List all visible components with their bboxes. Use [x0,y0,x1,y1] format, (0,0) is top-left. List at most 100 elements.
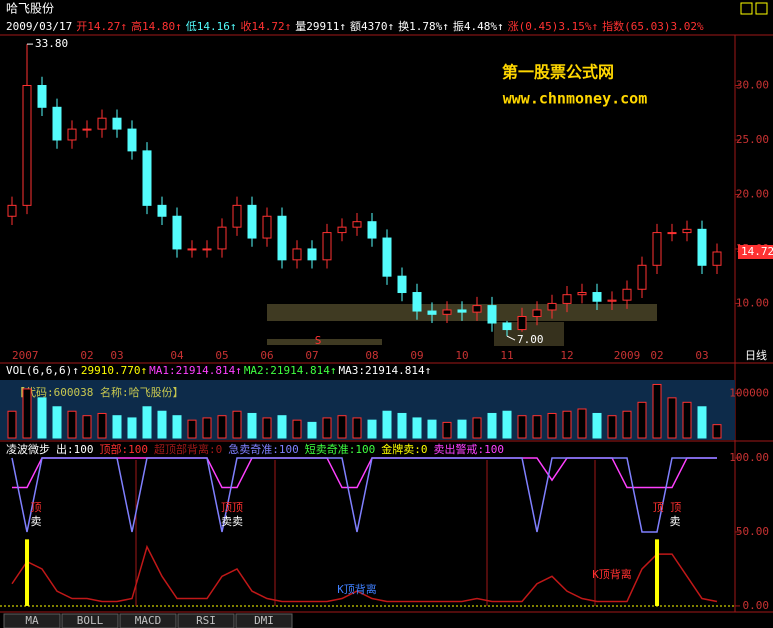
y-tick-label: 30.00 [736,79,769,92]
tab[interactable] [177,613,235,628]
volume-bar [457,419,467,439]
volume-bar [337,415,347,439]
candle-body [142,150,152,206]
tab-label[interactable]: MA [25,614,39,627]
candle-body [502,322,512,331]
stock-caption: 【代码:600038 名称:哈飞股份】 [14,385,184,399]
x-tick-label: 02 [650,349,663,362]
signal-s: S [315,334,322,347]
info-item: 2009/03/17 [6,20,72,33]
stock-title: 哈飞股份 [6,2,54,16]
x-tick-label: 02 [80,349,93,362]
icon[interactable] [740,2,753,15]
candle-body [262,215,272,239]
candle-body [712,251,722,266]
info-item: 开14.27↑ [76,20,127,33]
volume-bar [97,412,107,439]
candle-body [157,204,167,217]
tab[interactable] [235,613,293,628]
candle-body [367,221,377,239]
candle-body [247,204,257,239]
watermark: www.chnmoney.com [503,90,648,108]
annotation: 卖卖 [221,515,243,528]
volume-bar [322,417,332,439]
volume-bar [622,410,632,439]
last-price-tag [738,244,773,259]
volume-bar [382,410,392,439]
annotation: 顶 [31,501,42,514]
volume-bar [37,397,47,439]
volume-bar [157,410,167,439]
annotation: K顶背离 [337,582,377,596]
legend-item: 出:100 [56,442,94,456]
tab[interactable] [3,613,61,628]
info-item: 收14.72↑ [240,19,291,33]
icon[interactable] [755,2,768,15]
volume-bar [637,401,647,439]
candle-body [37,85,47,108]
volume-bar [487,412,497,439]
tab-label[interactable]: BOLL [77,614,104,627]
legend-item: 短卖奇准:100 [305,442,376,456]
candle-body [232,204,242,228]
volume-bar [142,406,152,439]
info-item: 换1.78%↑ [398,19,449,33]
tab-label[interactable]: RSI [196,614,216,627]
annotation: 卖 [31,515,42,528]
legend-item: MA1:21914.814↑ [149,364,242,377]
candle-body [547,302,557,311]
info-item: 低14.16↑ [186,20,237,33]
candle-body [457,309,467,313]
candle-body [427,310,437,315]
candle-body [607,299,617,302]
candle-body [307,248,317,261]
candle-body [22,85,32,206]
volume-bar [172,415,182,439]
y-tick-label: 20.00 [736,187,769,200]
volume-bar [397,412,407,439]
candle-body [7,204,17,217]
legend-item: 凌波微步 [6,442,50,456]
tab[interactable] [61,613,119,628]
info-item: 指数(65.03)3.02% [602,19,704,33]
candle-body [487,305,497,324]
signal-bar [25,539,29,606]
volume-bar [427,419,437,439]
candle-body [652,232,662,266]
volume-bar [67,410,77,439]
candle-body [442,309,452,315]
candle-body [337,226,347,234]
annotation: 顶 顶 [653,501,682,514]
annotation: K顶背离 [592,567,632,581]
x-tick-label: 2009 [614,349,641,362]
volume-bar [667,397,677,439]
volume-bar [697,406,707,439]
candle-body [217,226,227,250]
period-label: 日线 [745,348,767,362]
volume-bar [682,401,692,439]
tab-label[interactable]: DMI [254,614,274,627]
y-tick-label: 0.00 [743,599,770,612]
candle-body [112,117,122,130]
candle-body [97,117,107,130]
x-tick-label: 03 [110,349,123,362]
x-tick-label: 04 [170,349,184,362]
candle-body [67,128,77,141]
legend-item: 金牌卖:0 [381,442,427,456]
candle-body [697,228,707,266]
candle-body [127,128,137,152]
tab[interactable] [119,613,177,628]
candle-body [577,292,587,296]
tab-label[interactable]: MACD [135,614,162,627]
x-tick-label: 08 [365,349,378,362]
last-price: 14.72 [741,245,773,258]
candle-body [52,106,62,141]
x-tick-label: 09 [410,349,423,362]
y-tick-label: 10.00 [736,296,769,309]
candle-body [532,309,542,317]
volume-bar [187,419,197,439]
candle-body [292,248,302,261]
y-tick-label: 100000 [729,386,769,399]
info-item: 涨(0.45)3.15%↑ [508,20,598,33]
